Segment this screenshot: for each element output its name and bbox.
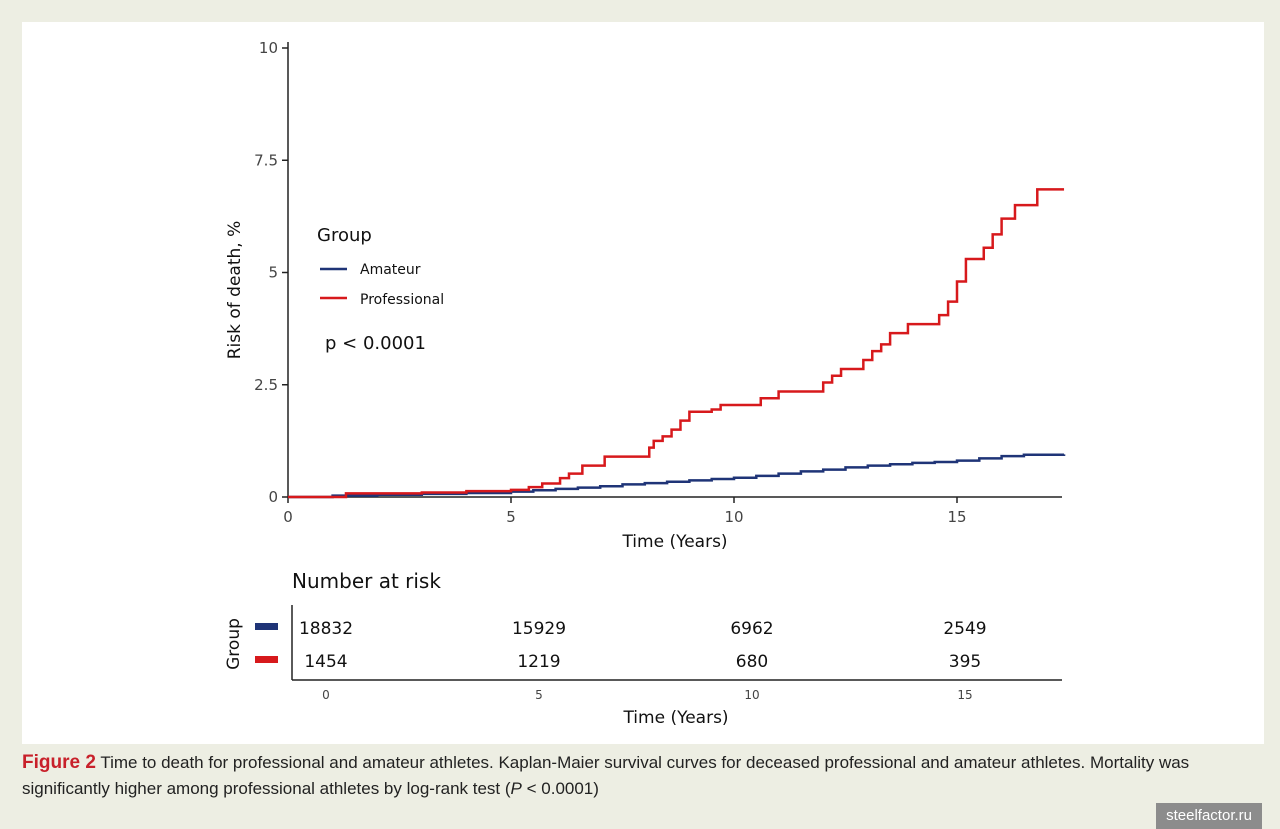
p-value-annotation: p < 0.0001: [325, 333, 426, 354]
caption-figure-label: Figure 2: [22, 752, 96, 773]
risk-swatch-professional: [255, 656, 278, 663]
series-line-professional: [288, 188, 1065, 499]
caption-text: Time to death for professional and amate…: [22, 753, 1190, 798]
risk-x-tick-label: 5: [535, 688, 543, 702]
risk-table-title: Number at risk: [292, 569, 441, 593]
y-tick-label: 10: [259, 39, 278, 57]
x-tick-label: 5: [506, 508, 516, 526]
risk-cell-amateur: 18832: [299, 619, 353, 639]
watermark: steelfactor.ru: [1156, 803, 1262, 829]
risk-x-tick-label: 0: [322, 688, 330, 702]
figure-panel: 0 2.5 5 7.5 10 0 5 10 15 Risk of death, % Time …: [22, 22, 1264, 744]
risk-cells: 18832 15929 6962 2549 1454 1219 680 395: [299, 619, 987, 672]
risk-cell-amateur: 15929: [512, 619, 566, 639]
legend-title: Group: [317, 225, 372, 246]
x-ticks: 0 5 10 15: [283, 497, 967, 526]
risk-cell-professional: 1454: [304, 652, 347, 672]
series-layer: [288, 188, 1066, 499]
y-tick-label: 7.5: [254, 151, 278, 169]
risk-x-tick-label: 15: [957, 688, 972, 702]
y-ticks: 0 2.5 5 7.5 10: [254, 39, 288, 506]
risk-cell-professional: 680: [736, 652, 768, 672]
x-tick-label: 15: [947, 508, 966, 526]
x-tick-label: 0: [283, 508, 293, 526]
x-axis-title: Time (Years): [621, 532, 727, 552]
caption-text-end: < 0.0001): [521, 779, 599, 798]
risk-cell-professional: 395: [949, 652, 981, 672]
y-tick-label: 2.5: [254, 376, 278, 394]
risk-cell-amateur: 6962: [730, 619, 773, 639]
risk-x-ticks: 0 5 10 15: [322, 688, 972, 702]
risk-cell-professional: 1219: [517, 652, 560, 672]
x-tick-label: 10: [724, 508, 743, 526]
legend: Group Amateur Professional: [317, 225, 444, 308]
risk-cell-amateur: 2549: [943, 619, 986, 639]
series-line-amateur: [288, 453, 1066, 499]
risk-x-axis-title: Time (Years): [622, 708, 728, 728]
legend-label-amateur: Amateur: [360, 262, 421, 278]
km-figure: 0 2.5 5 7.5 10 0 5 10 15 Risk of death, % Time …: [224, 39, 1066, 728]
risk-y-axis-title: Group: [224, 618, 244, 670]
risk-x-tick-label: 10: [744, 688, 759, 702]
risk-swatch-amateur: [255, 623, 278, 630]
caption-p-symbol: P: [510, 779, 522, 798]
figure-caption: Figure 2 Time to death for professional …: [22, 750, 1267, 802]
y-axis-title: Risk of death, %: [225, 221, 245, 360]
y-tick-label: 0: [268, 488, 278, 506]
y-tick-label: 5: [268, 264, 278, 282]
legend-label-professional: Professional: [360, 292, 444, 308]
